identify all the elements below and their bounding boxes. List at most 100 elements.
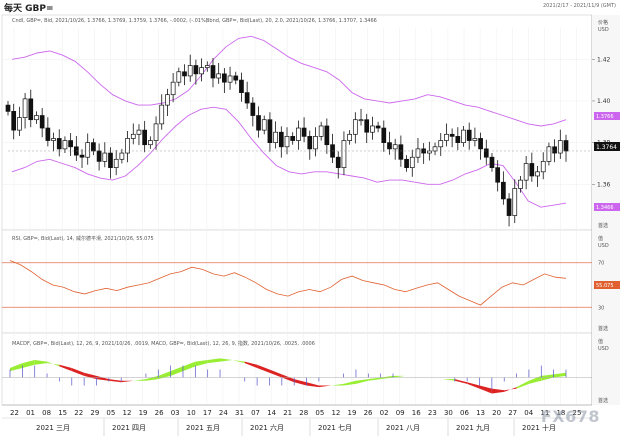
candle-body	[415, 148, 421, 158]
candle-body	[125, 138, 130, 154]
macd-fill	[121, 380, 134, 383]
x-day-label: 01	[26, 409, 35, 417]
macd-fill	[467, 382, 480, 389]
price-axis-unit: USD	[598, 27, 609, 33]
candle-body	[147, 140, 153, 146]
candle-body	[404, 158, 409, 168]
x-day-label: 09	[396, 409, 405, 417]
macd-fill	[10, 363, 23, 372]
rsi-tick-label: 30	[598, 305, 604, 311]
x-day-label: 10	[187, 409, 196, 417]
price-tick-label: 1.42	[597, 56, 611, 63]
x-day-label: 12	[331, 409, 340, 417]
candle-body	[455, 136, 461, 143]
x-month-label: 2021 九月	[456, 423, 490, 432]
x-day-label: 19	[348, 409, 357, 417]
macd-fill	[59, 364, 72, 372]
rsi-panel	[1, 229, 593, 334]
x-month-label: 2021 三月	[36, 424, 70, 432]
candle-body	[523, 163, 529, 181]
bband-upper-tag-text: 1.3766	[596, 114, 614, 120]
x-day-label: 12	[123, 409, 132, 417]
candle-body	[170, 81, 176, 96]
x-day-label: 05	[106, 409, 115, 417]
macd-fill	[553, 372, 566, 378]
candle-body	[375, 125, 381, 129]
x-day-label: 21	[283, 409, 292, 417]
x-day-label: 27	[508, 409, 517, 417]
candle-body	[68, 140, 73, 148]
macd-fill	[108, 379, 122, 383]
x-day-label: 24	[219, 409, 228, 417]
candle-body	[130, 133, 136, 139]
bband-upper-tag	[594, 112, 620, 120]
candle-body	[290, 136, 296, 141]
x-day-label: 29	[90, 409, 99, 417]
candle-body	[529, 163, 535, 177]
macd-fill	[331, 383, 344, 386]
candle-body	[250, 102, 256, 116]
candle-body	[387, 142, 392, 150]
candle-body	[244, 92, 250, 104]
candle-body	[108, 152, 113, 168]
x-day-label: 25	[573, 409, 582, 417]
rsi-value-tag-text: 55.075	[596, 283, 614, 289]
candle-body	[313, 136, 318, 150]
candle-body	[364, 119, 370, 133]
x-day-label: 13	[476, 409, 485, 417]
candle-body	[341, 140, 347, 168]
bband-lower-line	[11, 106, 567, 208]
x-month-label: 2021 五月	[186, 424, 220, 432]
x-month-label: 2021 十月	[522, 423, 556, 432]
macd-fill	[96, 375, 109, 381]
candle-body	[426, 150, 432, 154]
macd-fill	[207, 358, 221, 364]
candle-body	[222, 73, 227, 83]
candle-body	[45, 127, 51, 141]
macd-fill	[454, 379, 468, 384]
candle-body	[370, 125, 375, 133]
macd-fill	[71, 367, 85, 376]
x-day-label: 07	[251, 409, 260, 417]
macd-fill	[355, 379, 369, 384]
rsi-legend: RSI, GBP=, Bid(Last), 14, 威尔德平滑, 2021/10…	[12, 235, 154, 242]
x-day-label: 20	[492, 409, 501, 417]
macd-fill	[343, 380, 356, 386]
candle-body	[96, 150, 102, 162]
candle-body	[392, 144, 398, 150]
candle-body	[102, 152, 108, 162]
last-price-tag-text: 1.3764	[596, 144, 617, 151]
x-day-label: 22	[10, 409, 19, 417]
candle-body	[432, 146, 438, 152]
macd-fill	[170, 366, 183, 376]
candle-body	[239, 79, 244, 93]
candle-body	[438, 140, 444, 148]
candle-body	[176, 71, 182, 83]
x-day-label: 18	[556, 409, 565, 417]
candle-body	[273, 131, 278, 143]
candle-legend: Cndl, GBP=, Bid, 2021/10/26, 1.3766, 1.3…	[12, 18, 208, 24]
fx678-watermark: FX678	[540, 407, 600, 426]
candle-body	[199, 67, 204, 75]
macd-fill	[368, 377, 381, 381]
candle-body	[557, 140, 563, 154]
x-day-label: 14	[267, 409, 276, 417]
x-day-label: 04	[524, 409, 533, 417]
candle-body	[79, 154, 85, 158]
macd-corner-label: 首选	[598, 397, 608, 404]
candle-body	[119, 152, 125, 160]
x-day-label: 17	[203, 409, 212, 417]
candle-body	[444, 133, 449, 141]
macd-fill	[232, 359, 245, 364]
candle-body	[56, 138, 62, 150]
rsi-axis-unit: USD	[598, 243, 609, 249]
candle-body	[552, 146, 557, 154]
bband-lower-tag-text: 1.3466	[596, 205, 614, 211]
candle-body	[136, 129, 142, 135]
macd-legend: MACDF, GBP=, Bid(Last), 12, 26, 9, 2021/…	[12, 340, 315, 347]
candle-body	[34, 115, 39, 121]
macd-fill	[491, 388, 505, 394]
candle-body	[347, 133, 352, 141]
candle-body	[22, 98, 28, 118]
